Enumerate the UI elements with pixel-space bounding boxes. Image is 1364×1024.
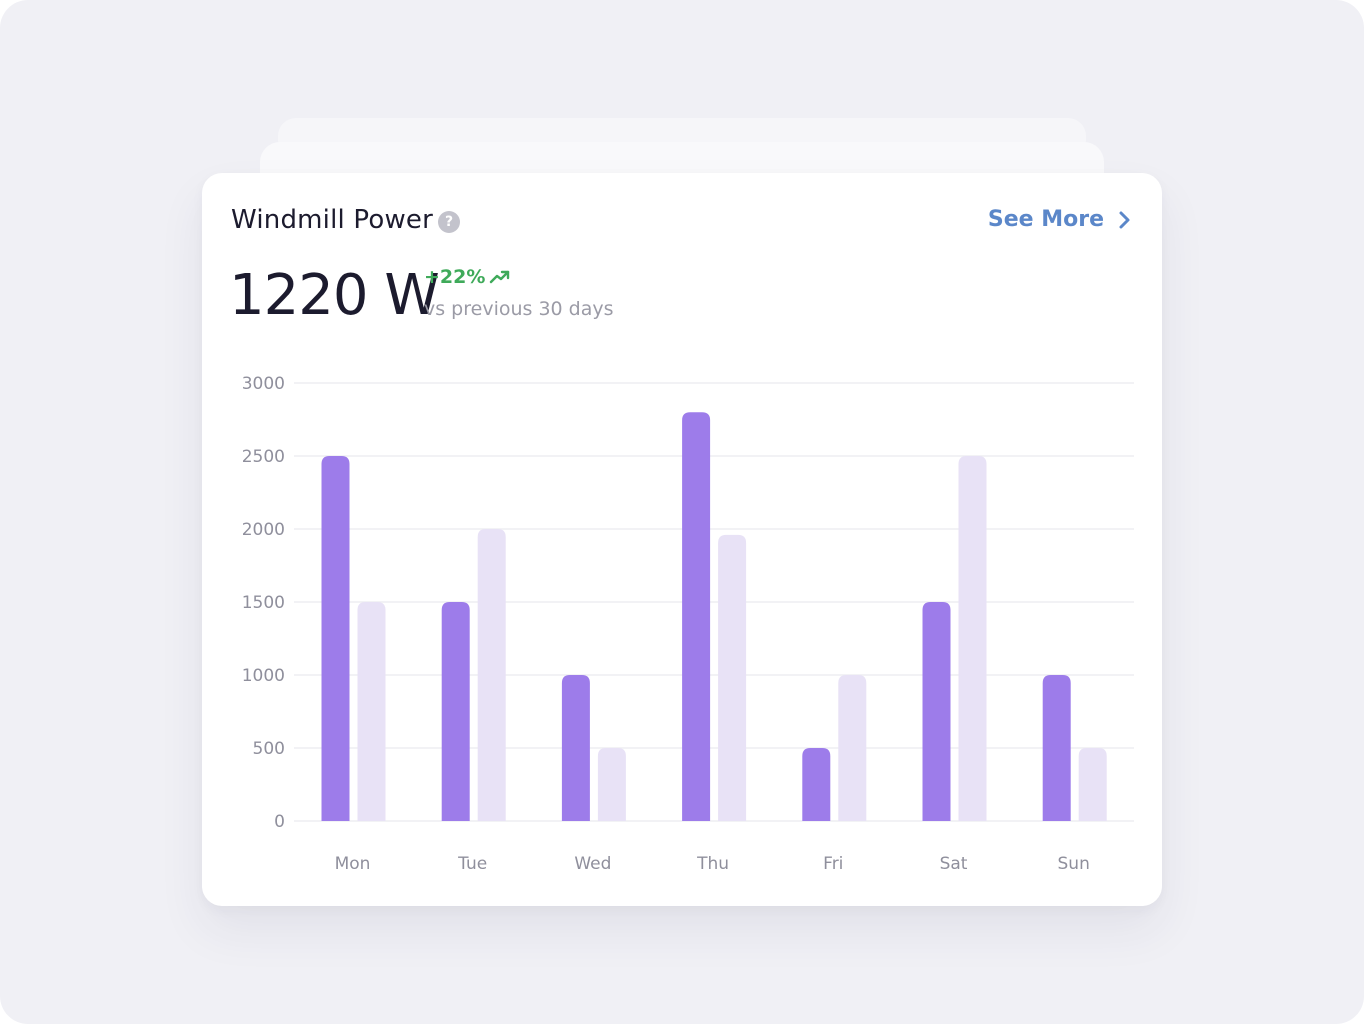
change-indicator: +22% <box>424 266 511 288</box>
bar-previous-wed[interactable] <box>597 748 626 821</box>
y-tick-label: 2500 <box>242 447 285 467</box>
x-tick-label: Thu <box>696 854 729 874</box>
y-tick-label: 1000 <box>242 666 285 686</box>
x-tick-label: Sun <box>1058 854 1090 874</box>
bar-current-mon[interactable] <box>321 456 350 821</box>
bar-previous-sat[interactable] <box>958 456 987 821</box>
question-mark-icon[interactable]: ? <box>438 211 460 233</box>
x-tick-label: Sat <box>940 854 968 874</box>
bar-current-fri[interactable] <box>802 748 831 821</box>
y-tick-label: 1500 <box>242 593 285 613</box>
see-more-link[interactable]: See More <box>988 207 1132 232</box>
bar-current-wed[interactable] <box>561 675 590 821</box>
bar-current-tue[interactable] <box>441 602 470 821</box>
change-percent: +22% <box>424 266 486 288</box>
x-tick-label: Wed <box>574 854 611 874</box>
total-power-value: 1220 W <box>229 263 440 328</box>
see-more-label: See More <box>987 207 1104 232</box>
trend-up-icon <box>490 270 510 284</box>
x-tick-label: Tue <box>457 854 487 874</box>
windmill-power-card: Windmill Power ? See More 1220 W +22% vs… <box>202 173 1162 906</box>
chevron-right-icon <box>1119 211 1130 228</box>
bar-previous-mon[interactable] <box>357 602 386 821</box>
bar-current-thu[interactable] <box>682 412 711 821</box>
bar-current-sun[interactable] <box>1042 675 1071 821</box>
y-tick-label: 0 <box>274 812 285 832</box>
y-tick-label: 500 <box>253 739 285 759</box>
y-tick-label: 2000 <box>242 520 285 540</box>
bar-previous-sun[interactable] <box>1078 748 1107 821</box>
y-tick-label: 3000 <box>242 374 285 394</box>
card-title: Windmill Power <box>231 205 434 235</box>
bar-previous-thu[interactable] <box>718 534 747 821</box>
x-tick-label: Fri <box>823 854 843 874</box>
bar-previous-fri[interactable] <box>838 675 867 821</box>
x-tick-label: Mon <box>335 854 371 874</box>
bar-previous-tue[interactable] <box>477 529 506 821</box>
bar-chart: 3000 2500 2000 1500 1000 500 0 Mon Tue Wed Thu Fri S… <box>242 374 1134 874</box>
change-caption: vs previous 30 days <box>424 298 614 320</box>
bar-current-sat[interactable] <box>922 602 951 821</box>
